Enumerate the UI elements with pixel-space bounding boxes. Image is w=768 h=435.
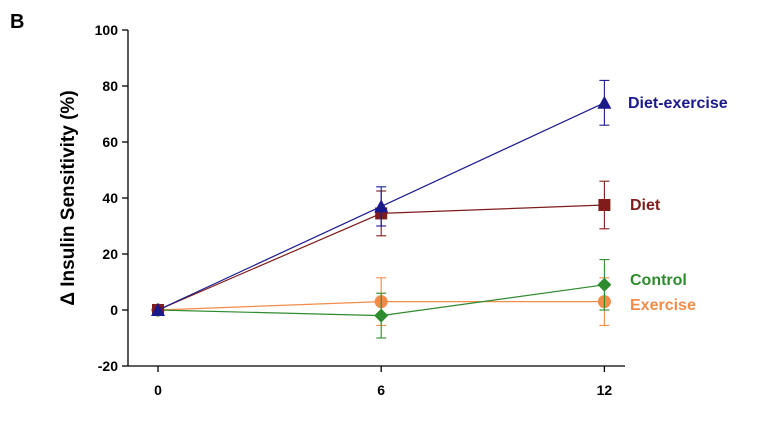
series-diet-exercise: [151, 79, 612, 316]
y-tick-label: 80: [102, 78, 118, 94]
series-control: [151, 259, 612, 339]
data-point-diet-exercise: [151, 303, 165, 316]
y-tick-label: 100: [95, 22, 119, 38]
series-label-diet-exercise: Diet-exercise: [628, 95, 728, 112]
x-tick-label: 0: [154, 382, 162, 398]
data-point-control: [597, 277, 612, 292]
data-point-diet: [598, 199, 611, 211]
x-tick-label: 6: [377, 382, 385, 398]
y-tick-label: 20: [102, 246, 118, 262]
y-tick-label: 60: [102, 134, 118, 150]
x-tick-label: 12: [597, 382, 613, 398]
panel-label: B: [10, 11, 24, 33]
plot-area: Diet-exercise Diet Control Exercise: [151, 79, 728, 339]
data-point-diet-exercise: [597, 95, 612, 109]
y-axis-label: Δ Insulin Sensitivity (%): [58, 90, 79, 305]
series-label-exercise: Exercise: [630, 297, 696, 314]
y-tick-label: 0: [110, 302, 118, 318]
series-label-diet: Diet: [630, 197, 661, 214]
series-label-control: Control: [630, 272, 687, 289]
axes: -20 0 20 40 60 80 100 0 6 12: [95, 22, 625, 398]
y-tick-label: -20: [98, 358, 118, 374]
data-point-diet-exercise: [374, 199, 389, 213]
data-point-control: [374, 308, 389, 323]
y-tick-label: 40: [102, 190, 118, 206]
